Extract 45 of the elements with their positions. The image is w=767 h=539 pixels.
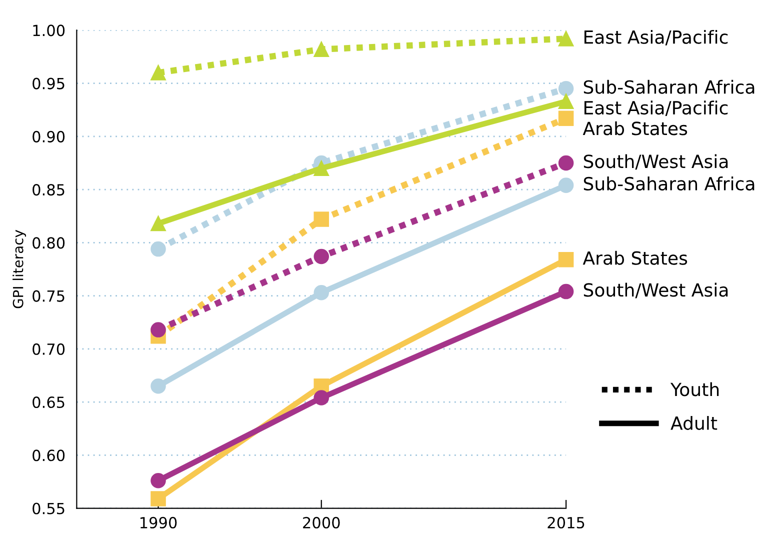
point <box>314 212 330 227</box>
y-tick-label: 0.85 <box>32 184 64 196</box>
point <box>558 94 574 110</box>
point <box>558 178 574 193</box>
point <box>150 378 166 394</box>
point <box>558 155 574 171</box>
point <box>558 80 574 96</box>
y-tick-label: 0.80 <box>32 237 65 249</box>
point <box>150 216 166 232</box>
text: Youth <box>670 382 719 396</box>
point <box>314 42 330 57</box>
point <box>314 248 330 264</box>
x-tick-label: 2015 <box>548 516 584 528</box>
y-tick-label: 0.95 <box>32 78 64 90</box>
x-tick-label: 1990 <box>140 516 177 528</box>
point <box>150 491 166 506</box>
y-tick-label: 1.00 <box>33 24 65 36</box>
point <box>314 284 330 300</box>
y-tick-label: 0.65 <box>32 396 64 408</box>
text: Adult <box>670 416 718 430</box>
y-tick-label: 0.70 <box>32 343 65 355</box>
series-label: Arab States <box>582 121 688 136</box>
series-label: South/West Asia <box>584 282 728 298</box>
x-tick-label: 2000 <box>303 516 340 528</box>
series-label: Sub-Saharan Africa <box>584 80 754 94</box>
point <box>150 322 166 338</box>
point <box>150 473 166 488</box>
point <box>558 252 574 268</box>
series-label: East Asia/Pacific <box>584 100 728 116</box>
y-tick-label: 0.55 <box>32 502 64 514</box>
series-label: Sub-Saharan Africa <box>584 176 754 191</box>
point <box>150 65 166 80</box>
point <box>558 31 574 46</box>
point <box>314 390 330 406</box>
y-tick-label: 0.90 <box>32 130 65 142</box>
point <box>150 241 166 257</box>
series-label: Arab States <box>582 250 688 265</box>
series-label: East Asia/Pacific <box>584 30 728 46</box>
y-tick-label: 0.75 <box>32 290 64 302</box>
point <box>558 284 574 300</box>
series-label: South/West Asia <box>584 154 728 170</box>
point <box>314 160 330 176</box>
point <box>558 110 574 126</box>
y-tick-label: 0.60 <box>32 450 65 462</box>
y-axis-title: GPI literacy <box>12 230 26 308</box>
